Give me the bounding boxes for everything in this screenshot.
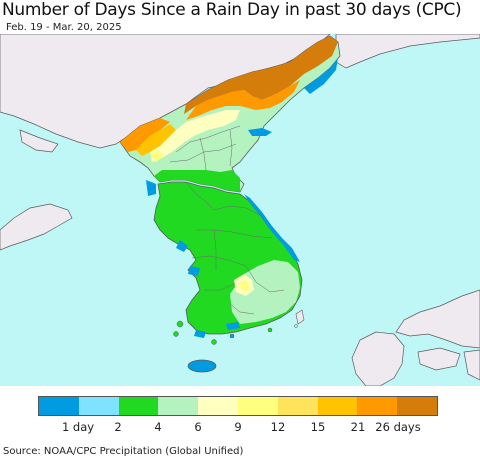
- nk-pale-yellow: [150, 110, 240, 162]
- nk-light-yellow: [150, 150, 164, 162]
- legend-swatch: [39, 397, 79, 415]
- nk-south-green: [154, 170, 240, 192]
- legend-swatch: [357, 397, 398, 415]
- legend-swatch: [198, 397, 238, 415]
- legend-swatch: [317, 397, 358, 415]
- sk-east-coast-blue: [244, 194, 300, 262]
- legend-label: 9: [234, 420, 242, 434]
- province-borders: [169, 125, 285, 315]
- shandong-peninsula: [0, 203, 73, 251]
- legend-swatch: [158, 397, 199, 415]
- legend-label: 2: [114, 420, 122, 434]
- russia-landmass: [335, 34, 480, 69]
- nk-wonsan-blue: [248, 128, 272, 136]
- legend-labels: 1 day 2 4 6 9 12 15 21 26 days: [0, 420, 480, 436]
- tsushima-island: [295, 309, 305, 325]
- sk-south-coast-blue: [226, 322, 240, 330]
- legend-swatch: [277, 397, 318, 415]
- map-title: Number of Days Since a Rain Day in past …: [2, 0, 462, 20]
- island: [229, 333, 235, 339]
- island: [173, 331, 179, 337]
- color-legend: [38, 396, 438, 416]
- precipitation-map: [0, 34, 480, 386]
- legend-label: 1 day: [61, 420, 95, 434]
- legend-swatch: [397, 397, 437, 415]
- legend-label: 21: [350, 420, 366, 434]
- nk-dry-north: [184, 36, 338, 114]
- legend-label: 4: [154, 420, 162, 434]
- nk-orange-band: [186, 80, 300, 120]
- island: [176, 320, 184, 328]
- sk-southwest-blue: [194, 330, 206, 338]
- japan-east: [463, 349, 480, 381]
- nk-northwest-orange: [120, 118, 170, 152]
- island: [211, 339, 217, 345]
- japan-shikoku: [417, 347, 461, 371]
- island: [267, 327, 273, 333]
- legend-label: 6: [194, 420, 202, 434]
- source-credit: Source: NOAA/CPC Precipitation (Global U…: [3, 446, 244, 457]
- nk-west-yellow: [136, 124, 176, 156]
- nk-east-coast-blue: [304, 58, 338, 94]
- nk-southwest-blue: [146, 180, 156, 196]
- sk-dry-core: [238, 280, 250, 292]
- japan-kyushu: [351, 331, 405, 386]
- legend-label: 26 days: [375, 420, 421, 434]
- jeju-island: [187, 359, 217, 373]
- legend-swatch: [118, 397, 159, 415]
- date-range: Feb. 19 - Mar. 20, 2025: [6, 22, 122, 33]
- liaodong-peninsula: [19, 129, 59, 153]
- legend-swatch: [237, 397, 278, 415]
- island: [294, 324, 298, 328]
- legend-label: 12: [270, 420, 286, 434]
- sk-southeast-light: [230, 260, 300, 324]
- legend-label: 15: [310, 420, 326, 434]
- sk-west-coast-blue-2: [188, 266, 200, 276]
- legend-swatch: [78, 397, 119, 415]
- sk-west-coast-blue: [176, 240, 188, 252]
- japan-honshu: [395, 289, 480, 349]
